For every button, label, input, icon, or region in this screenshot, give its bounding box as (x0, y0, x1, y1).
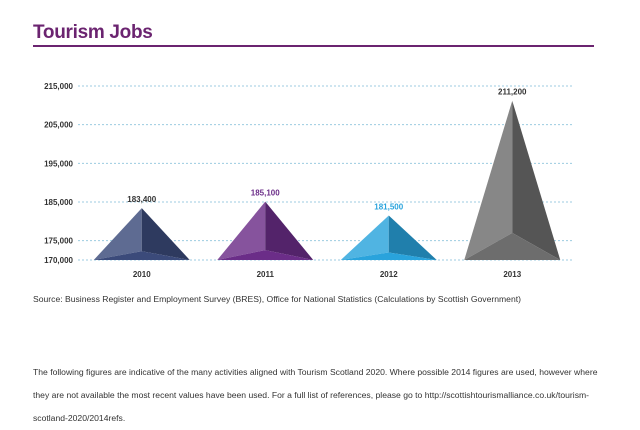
source-note: Source: Business Register and Employment… (33, 294, 521, 304)
pyramid-face-left (93, 208, 142, 260)
y-tick-label: 205,000 (44, 121, 73, 130)
y-tick-label: 215,000 (44, 82, 73, 91)
value-label: 183,400 (127, 195, 156, 204)
footnote-paragraph: The following figures are indicative of … (33, 367, 598, 423)
pyramid-face-front (464, 232, 561, 260)
pyramid-bar (464, 100, 561, 261)
x-tick-label: 2013 (503, 270, 521, 279)
x-axis-ticks: 2010 2011 2012 2013 (133, 270, 522, 279)
pyramid-face-left (340, 215, 389, 260)
y-axis-ticks: 170,000 175,000 185,000 195,000 205,000 215,0… (44, 82, 73, 265)
chart-title: Tourism Jobs (33, 22, 153, 43)
pyramid-face-left (464, 100, 513, 261)
y-tick-label: 170,000 (44, 256, 73, 265)
pyramid-face-right (141, 208, 190, 260)
pyramid-face-front (93, 251, 190, 260)
value-label: 211,200 (498, 88, 527, 97)
x-tick-label: 2011 (257, 270, 275, 279)
value-label: 181,500 (374, 203, 403, 212)
x-tick-label: 2010 (133, 270, 151, 279)
tourism-jobs-chart: 170,000 175,000 185,000 195,000 205,000 215,0… (44, 82, 572, 279)
pyramid-face-right (512, 100, 561, 261)
pyramid-face-right (265, 201, 314, 260)
pyramid-face-front (217, 250, 314, 260)
y-tick-label: 195,000 (44, 159, 73, 168)
bars-layer (93, 100, 561, 261)
y-tick-label: 175,000 (44, 237, 73, 246)
pyramid-bar (340, 215, 437, 260)
pyramid-bar (93, 208, 190, 260)
y-tick-label: 185,000 (44, 198, 73, 207)
x-tick-label: 2012 (380, 270, 398, 279)
pyramid-bar (217, 201, 314, 260)
pyramid-face-left (217, 201, 266, 260)
pyramid-face-front (340, 252, 437, 260)
value-label: 185,100 (251, 189, 280, 198)
title-divider (33, 45, 594, 47)
value-labels-layer: 183,400 185,100 181,500 211,200 (127, 88, 527, 212)
pyramid-face-right (388, 215, 437, 260)
